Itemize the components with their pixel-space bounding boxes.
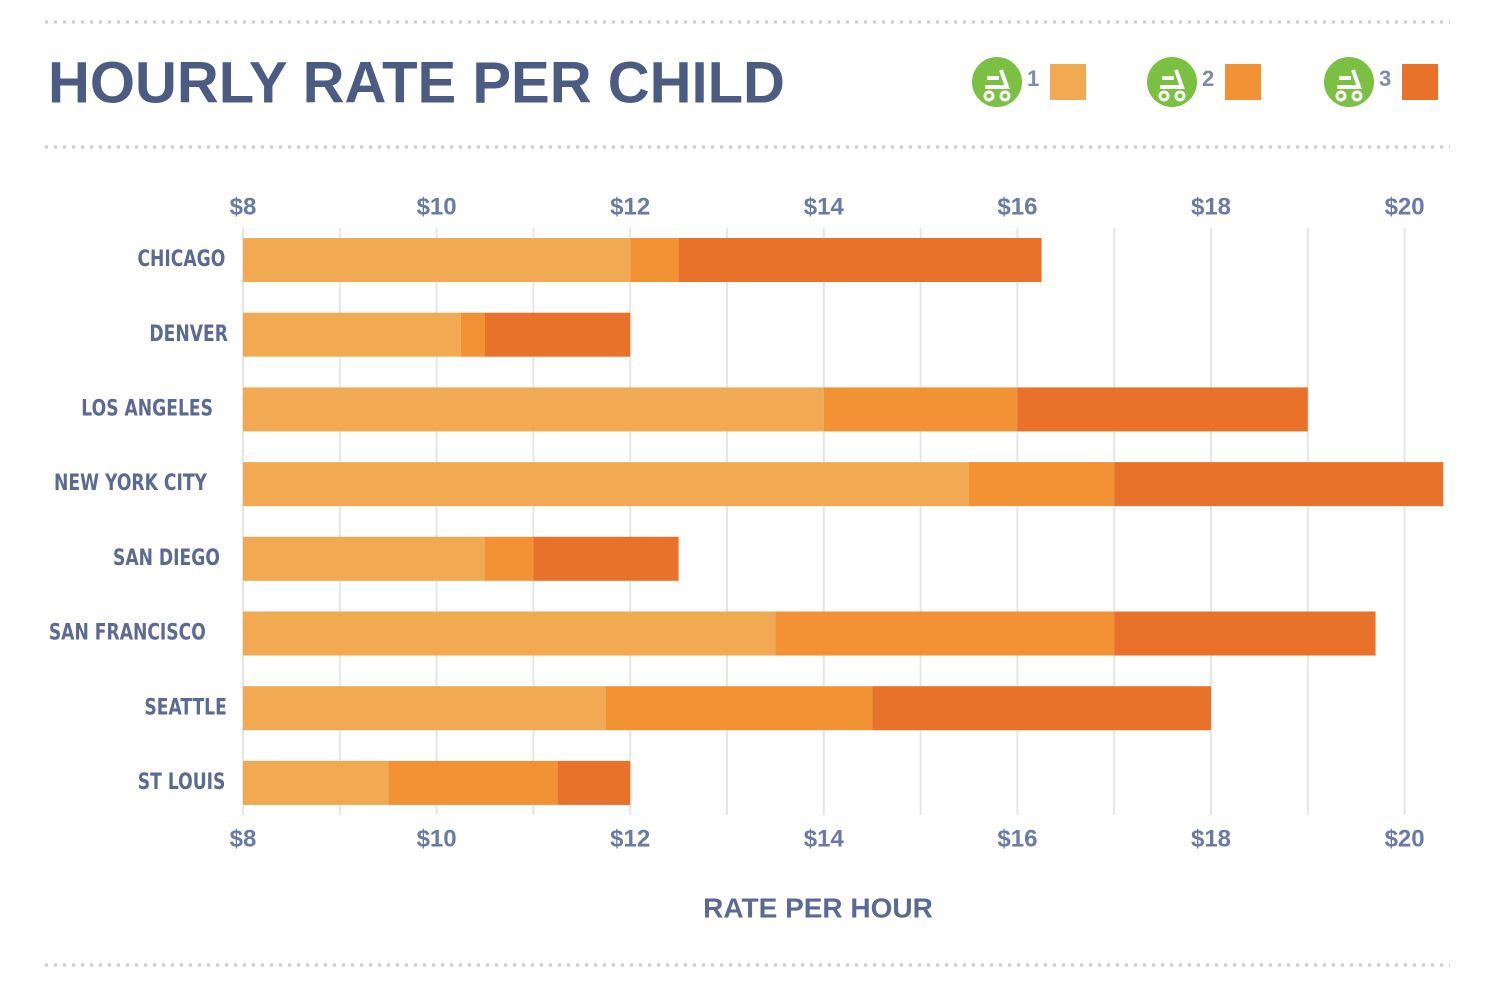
x-tick-label: $16 <box>997 193 1037 220</box>
y-tick-label: SAN FRANCISCO <box>49 620 206 646</box>
x-tick-label: $14 <box>804 825 845 852</box>
bar-segment <box>485 312 631 357</box>
legend: 1 2 3 <box>972 57 1438 107</box>
x-tick-label: $12 <box>610 825 650 852</box>
x-tick-label: $18 <box>1191 193 1231 220</box>
y-tick-label: NEW YORK CITY <box>54 470 208 496</box>
legend-label: 1 <box>1027 66 1039 91</box>
y-tick-label: SAN DIEGO <box>113 545 220 571</box>
legend-label: 3 <box>1379 66 1391 91</box>
bar-segment <box>243 387 824 432</box>
legend-icon <box>1174 90 1186 102</box>
bar-segment <box>388 760 558 805</box>
legend-icon <box>1158 90 1170 102</box>
bar-segment <box>1017 387 1308 432</box>
bar-segment <box>1114 462 1444 507</box>
bar-segment <box>243 760 389 805</box>
y-tick-label: LOS ANGELES <box>81 395 213 421</box>
x-tick-label: $16 <box>997 825 1037 852</box>
x-tick-label: $20 <box>1385 193 1425 220</box>
x-tick-label: $18 <box>1191 825 1231 852</box>
bar-segment <box>606 686 873 731</box>
y-tick-label: DENVER <box>149 321 228 347</box>
legend-icon <box>1160 69 1185 89</box>
legend-icon <box>1337 69 1362 89</box>
legend-icon <box>1335 90 1347 102</box>
legend-icon <box>985 69 1010 89</box>
x-tick-label: $20 <box>1385 825 1425 852</box>
bar-segment <box>557 760 631 805</box>
x-tick-label: $8 <box>230 825 257 852</box>
bar-segment <box>823 387 1018 432</box>
x-tick-label: $10 <box>417 825 457 852</box>
legend-swatch <box>1050 64 1086 100</box>
bar-segment <box>872 686 1211 731</box>
legend-icon <box>1351 90 1363 102</box>
legend-icon <box>983 90 995 102</box>
bar-segment <box>1114 611 1376 656</box>
legend-swatch <box>1225 64 1261 100</box>
bar-segment <box>630 238 679 282</box>
x-tick-label: $8 <box>230 193 257 220</box>
bar-segment <box>243 611 776 656</box>
bar-segment <box>243 238 631 282</box>
legend-icon <box>1147 57 1197 107</box>
bar-segment <box>533 536 679 581</box>
y-tick-label: CHICAGO <box>137 246 225 272</box>
bar-segment <box>969 462 1115 507</box>
bar-segment <box>678 238 1042 282</box>
bar-segment <box>243 536 485 581</box>
x-tick-label: $12 <box>610 193 650 220</box>
x-axis-title: RATE PER HOUR <box>703 892 933 923</box>
bar-segment <box>243 312 461 357</box>
bar-segment <box>485 536 534 581</box>
bar-segment <box>460 312 485 357</box>
y-tick-label: ST LOUIS <box>138 769 226 795</box>
bar-segment <box>243 462 969 507</box>
legend-icon <box>999 90 1011 102</box>
bar-segment <box>775 611 1115 656</box>
legend-label: 2 <box>1202 66 1214 91</box>
legend-icon <box>1324 57 1374 107</box>
legend-icon <box>972 57 1022 107</box>
chart-title: HOURLY RATE PER CHILD <box>48 50 785 115</box>
bar-segment <box>243 686 606 731</box>
y-tick-label: SEATTLE <box>144 694 226 720</box>
x-tick-label: $14 <box>804 193 845 220</box>
x-tick-label: $10 <box>417 193 457 220</box>
legend-swatch <box>1402 64 1438 100</box>
